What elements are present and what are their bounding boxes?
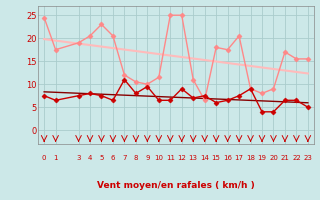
X-axis label: Vent moyen/en rafales ( km/h ): Vent moyen/en rafales ( km/h ) xyxy=(97,181,255,190)
